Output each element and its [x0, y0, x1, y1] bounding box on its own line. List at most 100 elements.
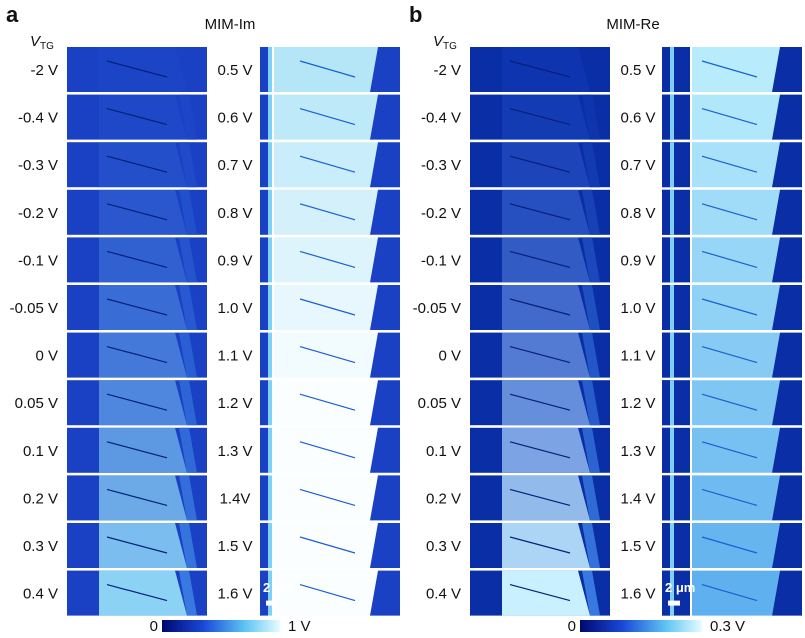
- voltage-label: 0 V: [438, 348, 461, 365]
- tile-line: [670, 189, 674, 235]
- scale-bar-label: 2 μm: [665, 580, 695, 595]
- voltage-label: 0.8 V: [217, 205, 252, 222]
- tile-region: [692, 570, 780, 616]
- panel-title: MIM-Re: [606, 16, 659, 33]
- tile-dark: [772, 189, 802, 235]
- tile-edge: [582, 523, 600, 568]
- tile-crack: [299, 393, 356, 411]
- tile-crack: [701, 60, 758, 78]
- tile-dark: [772, 237, 802, 283]
- tile-dark: [370, 475, 400, 521]
- tile-region: [502, 142, 590, 188]
- voltage-label: -0.2 V: [18, 205, 58, 222]
- tile-crack: [299, 203, 356, 221]
- voltage-label: -0.4 V: [421, 110, 461, 127]
- colorbar-min: 0: [150, 618, 158, 635]
- tile-dark: [772, 332, 802, 378]
- tile-dark: [370, 570, 400, 616]
- tile-region: [274, 94, 378, 140]
- tile-dark: [772, 142, 802, 188]
- scale-bar: [266, 600, 278, 606]
- tile-crack: [701, 203, 758, 221]
- tile-region: [99, 427, 187, 473]
- voltage-label: 0.1 V: [426, 443, 461, 460]
- scale-bar-label: 2 μm: [263, 580, 293, 595]
- tile-line: [268, 427, 272, 473]
- tile-line: [670, 523, 674, 568]
- vtg-label: VTG: [30, 33, 54, 52]
- tile-edge: [179, 332, 197, 378]
- tile-crack: [701, 536, 758, 554]
- tile-strip: [662, 332, 670, 378]
- tile-crack: [106, 584, 168, 602]
- tile-strip: [260, 380, 268, 426]
- tile-line: [670, 427, 674, 473]
- tile-region: [274, 427, 378, 473]
- tile-strip: [662, 427, 670, 473]
- tile-crack: [106, 108, 168, 126]
- tile-edge: [179, 47, 197, 92]
- tile-line: [670, 94, 674, 140]
- voltage-label: -0.1 V: [18, 252, 58, 269]
- tile-region: [99, 47, 187, 92]
- vtg-label: VTG: [433, 33, 457, 52]
- tile-dark: [370, 332, 400, 378]
- tile-edge: [179, 285, 197, 330]
- tile-strip: [260, 427, 268, 473]
- tile-line: [268, 285, 272, 330]
- tile-strip: [662, 285, 670, 330]
- voltage-label: 0.05 V: [15, 395, 58, 412]
- tile-strip: [260, 94, 268, 140]
- tile-line: [670, 237, 674, 283]
- tile-region: [692, 427, 780, 473]
- tile-crack: [106, 250, 168, 268]
- panel-label: a: [6, 2, 19, 27]
- tile-crack: [299, 441, 356, 459]
- tile-region: [502, 332, 590, 378]
- tile-region: [692, 285, 780, 330]
- tile-strip: [662, 475, 670, 521]
- tile-crack: [299, 250, 356, 268]
- tile-crack: [509, 584, 571, 602]
- voltage-label: 0 V: [35, 348, 58, 365]
- tile-region: [274, 47, 378, 92]
- vtg-subscript: TG: [40, 41, 54, 52]
- voltage-label: 0.8 V: [620, 205, 655, 222]
- tile-line: [670, 47, 674, 92]
- tile-strip: [260, 570, 268, 616]
- tile-region: [502, 189, 590, 235]
- colorbar: [580, 620, 702, 632]
- tile-region: [274, 189, 378, 235]
- tile-dark: [772, 94, 802, 140]
- tile-edge: [582, 47, 600, 92]
- tile-dark: [370, 523, 400, 568]
- tile-crack: [701, 298, 758, 316]
- tile-region: [99, 380, 187, 426]
- tile-dark: [772, 380, 802, 426]
- tile-line: [670, 380, 674, 426]
- tile-dark: [370, 142, 400, 188]
- voltage-label: 1.0 V: [217, 300, 252, 317]
- tile-region: [692, 142, 780, 188]
- tile-edge: [582, 380, 600, 426]
- voltage-label: 0.2 V: [426, 490, 461, 507]
- tile-region: [692, 237, 780, 283]
- tile-crack: [509, 155, 571, 173]
- tile-line: [670, 475, 674, 521]
- tile-strip: [662, 189, 670, 235]
- tile-strip: [260, 47, 268, 92]
- voltage-label: 1.0 V: [620, 300, 655, 317]
- tile-edge: [582, 332, 600, 378]
- voltage-label: -0.2 V: [421, 205, 461, 222]
- voltage-label: -0.3 V: [421, 157, 461, 174]
- tile-line: [268, 380, 272, 426]
- tile-edge: [179, 142, 197, 188]
- tile-region: [274, 285, 378, 330]
- tile-line: [268, 523, 272, 568]
- voltage-label: 1.5 V: [217, 538, 252, 555]
- tile-crack: [299, 60, 356, 78]
- tile-line: [268, 570, 272, 616]
- tile-strip: [260, 189, 268, 235]
- tile-region: [692, 189, 780, 235]
- tile-edge: [582, 570, 600, 616]
